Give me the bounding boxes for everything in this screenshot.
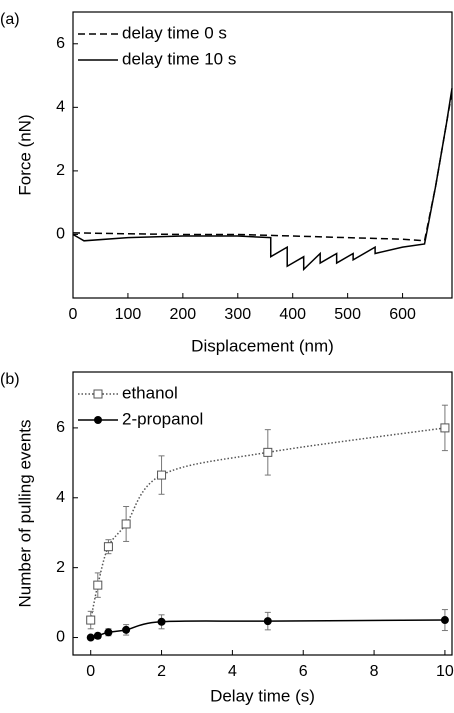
x-tick-label: 6 xyxy=(299,663,308,680)
marker xyxy=(86,633,95,642)
marker xyxy=(440,616,449,625)
series-line xyxy=(72,88,453,272)
y-tick-label: 0 xyxy=(56,629,65,646)
x-axis-title: Displacement (nm) xyxy=(191,336,334,355)
marker xyxy=(440,423,450,433)
y-axis-title: Number of pulling events xyxy=(15,419,34,607)
marker xyxy=(157,617,166,626)
marker xyxy=(86,615,96,625)
legend-label: delay time 0 s xyxy=(122,23,227,42)
x-tick-label: 300 xyxy=(224,306,251,323)
x-tick-label: 500 xyxy=(334,306,361,323)
y-tick-label: 0 xyxy=(56,226,65,243)
plot-frame xyxy=(72,11,453,299)
marker xyxy=(104,628,113,637)
legend-label: ethanol xyxy=(122,383,178,402)
panel-label: (b) xyxy=(0,371,20,388)
plot-frame xyxy=(72,371,453,656)
x-tick-label: 600 xyxy=(389,306,416,323)
x-tick-label: 4 xyxy=(228,663,237,680)
series-line xyxy=(72,91,453,242)
legend-label: 2-propanol xyxy=(122,409,203,428)
y-tick-label: 4 xyxy=(56,489,65,506)
y-tick-label: 4 xyxy=(56,99,65,116)
panel-label: (a) xyxy=(0,11,20,28)
x-tick-label: 400 xyxy=(279,306,306,323)
x-tick-label: 0 xyxy=(69,306,78,323)
marker xyxy=(263,617,272,626)
marker xyxy=(121,519,131,529)
y-tick-label: 2 xyxy=(56,162,65,179)
marker xyxy=(93,631,102,640)
marker xyxy=(93,580,103,590)
y-axis-title: Force (nN) xyxy=(15,114,34,195)
x-tick-label: 100 xyxy=(115,306,142,323)
marker xyxy=(122,625,131,634)
legend-marker xyxy=(94,416,102,424)
x-tick-label: 8 xyxy=(370,663,379,680)
legend-label: delay time 10 s xyxy=(122,49,236,68)
x-tick-label: 10 xyxy=(436,663,454,680)
legend-marker xyxy=(93,389,103,399)
y-tick-label: 6 xyxy=(56,419,65,436)
marker xyxy=(103,542,113,552)
x-tick-label: 200 xyxy=(170,306,197,323)
x-tick-label: 2 xyxy=(157,663,166,680)
x-axis-title: Delay time (s) xyxy=(210,686,315,705)
y-tick-label: 6 xyxy=(56,35,65,52)
marker xyxy=(263,447,273,457)
x-tick-label: 0 xyxy=(86,663,95,680)
y-tick-label: 2 xyxy=(56,559,65,576)
marker xyxy=(157,470,167,480)
